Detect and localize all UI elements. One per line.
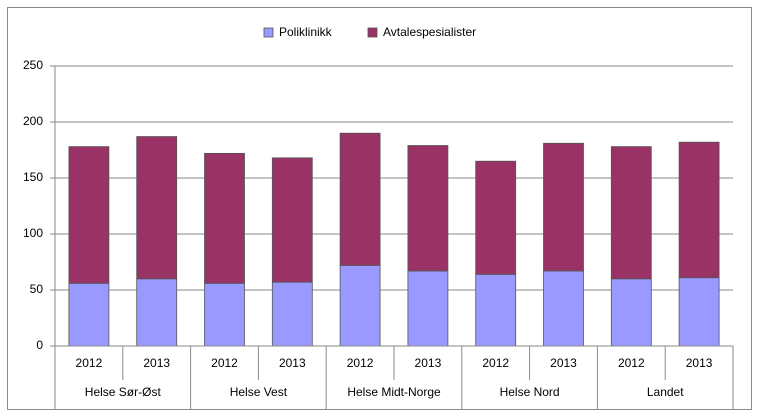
bar-segment	[543, 270, 584, 347]
bar-segment	[204, 152, 245, 284]
x-tick-label: 2012	[347, 356, 374, 370]
bar-segment	[475, 273, 517, 347]
bar-segment	[678, 277, 720, 347]
group-label: Landet	[647, 385, 684, 399]
x-tick-label: 2013	[279, 356, 306, 370]
x-tick-label: 2012	[618, 356, 645, 370]
bar-segment	[407, 270, 449, 347]
group-label: Helse Midt-Norge	[347, 385, 441, 399]
bar-segment	[407, 145, 449, 272]
bar-segment	[610, 146, 652, 280]
y-tick-label: 200	[23, 114, 43, 128]
legend-label: Poliklinikk	[279, 25, 333, 39]
bar-segment	[339, 132, 381, 266]
legend-label: Avtalespesialister	[383, 25, 476, 39]
bar-segment	[271, 281, 313, 347]
bar-segment	[136, 136, 178, 280]
bar-segment	[475, 160, 517, 275]
x-tick-label: 2012	[482, 356, 509, 370]
bar-segment	[543, 142, 584, 272]
bar-segment	[68, 282, 110, 347]
bar-segment	[68, 146, 110, 284]
group-label: Helse Sør-Øst	[85, 385, 162, 399]
x-tick-label: 2013	[415, 356, 442, 370]
group-label: Helse Nord	[500, 385, 560, 399]
bar-segment	[678, 141, 720, 279]
x-tick-label: 2012	[211, 356, 238, 370]
y-tick-label: 100	[23, 226, 43, 240]
y-tick-label: 0	[36, 338, 43, 352]
x-tick-label: 2012	[76, 356, 103, 370]
bar-segment	[136, 278, 178, 347]
group-label: Helse Vest	[230, 385, 288, 399]
bar-segment	[204, 282, 245, 347]
bar-segment	[339, 264, 381, 347]
bar-segment	[271, 157, 313, 283]
y-tick-label: 250	[23, 58, 43, 72]
x-tick-label: 2013	[143, 356, 170, 370]
bar-segment	[610, 278, 652, 347]
legend-swatch	[263, 27, 274, 38]
y-tick-label: 50	[30, 282, 44, 296]
x-tick-label: 2013	[686, 356, 713, 370]
x-tick-label: 2013	[550, 356, 577, 370]
legend-swatch	[367, 27, 378, 38]
y-tick-label: 150	[23, 170, 43, 184]
